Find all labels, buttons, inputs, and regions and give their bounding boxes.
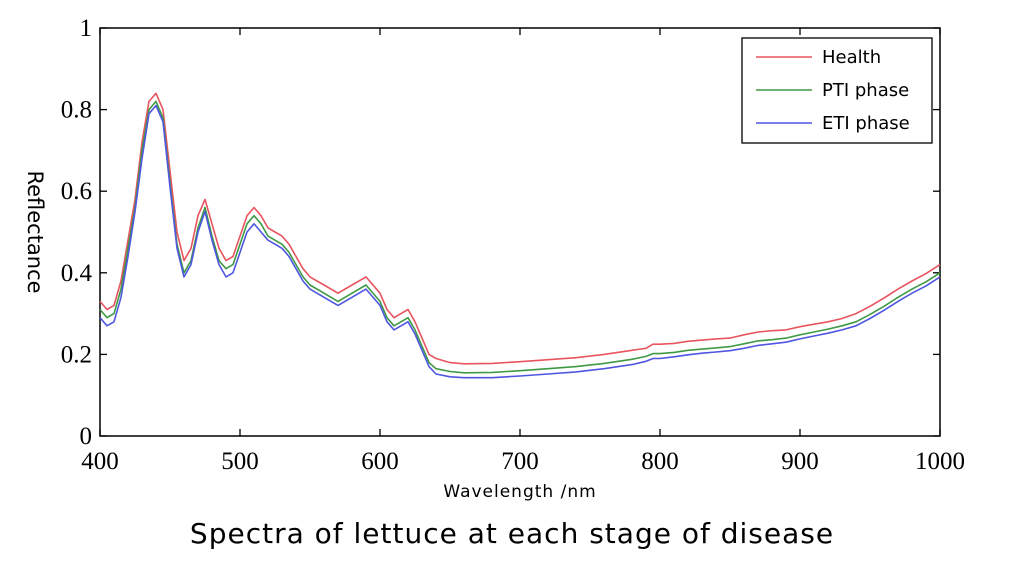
x-tick-label: 1000	[915, 448, 965, 475]
y-tick-label: 0.2	[61, 341, 92, 368]
legend-label-pti: PTI phase	[822, 80, 909, 101]
legend: Health PTI phase ETI phase	[741, 37, 933, 144]
series-lines	[99, 92, 941, 379]
series-line-health	[99, 92, 941, 365]
y-tick-label: 0.6	[61, 178, 92, 205]
y-tick-label: 0.8	[61, 97, 92, 124]
x-tick-label: 400	[81, 448, 119, 475]
series-line-eti-phase	[99, 104, 941, 379]
series-line-pti-phase	[99, 100, 941, 374]
y-tick-label: 1	[80, 15, 93, 42]
x-tick-label: 500	[221, 448, 259, 475]
chart-title: Spectra of lettuce at each stage of dise…	[190, 517, 834, 550]
x-tick-label: 800	[641, 448, 679, 475]
x-axis-label: Wavelength /nm	[443, 482, 596, 502]
axis-ticks: 400 500 600 700 800 900 1000 0 0.2 0.4 0.6 0.8 1	[61, 15, 965, 475]
y-tick-label: 0	[80, 423, 93, 450]
legend-label-health: Health	[822, 47, 881, 68]
legend-label-eti: ETI phase	[822, 113, 910, 134]
x-tick-label: 600	[361, 448, 399, 475]
x-tick-label: 900	[781, 448, 819, 475]
x-tick-label: 700	[501, 448, 539, 475]
y-axis-label: Reflectance	[23, 170, 47, 293]
y-tick-label: 0.4	[61, 260, 93, 287]
